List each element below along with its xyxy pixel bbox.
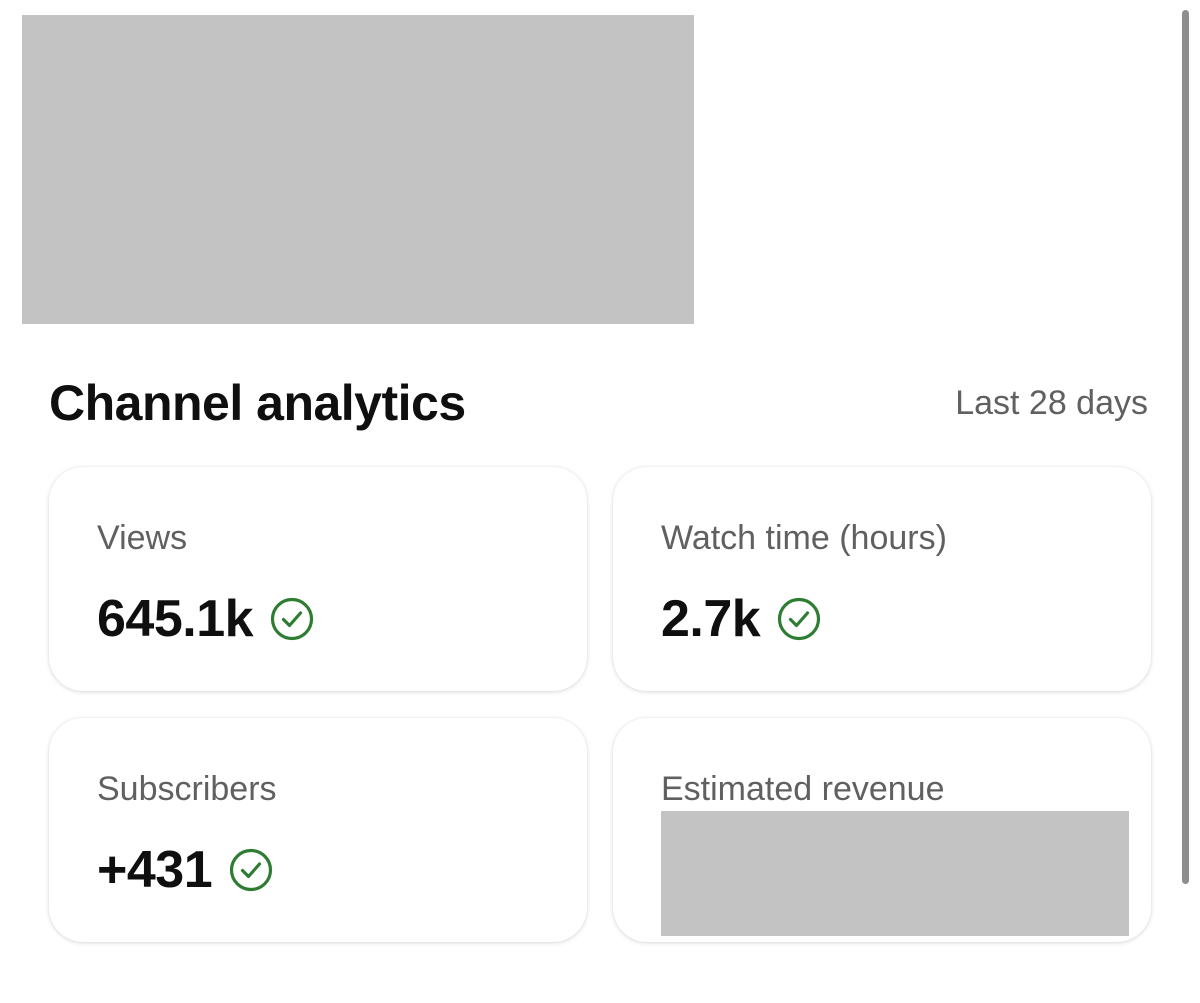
section-title: Channel analytics (49, 375, 466, 431)
card-label: Subscribers (97, 770, 277, 808)
card-label: Watch time (hours) (661, 519, 947, 557)
card-value-row: +431 (97, 840, 587, 900)
card-label: Estimated revenue (661, 770, 945, 808)
card-label: Views (97, 519, 188, 557)
watch-time-card[interactable]: Watch time (hours) 2.7k (613, 467, 1151, 691)
card-value-row: 645.1k (97, 589, 587, 649)
check-circle-icon (776, 596, 822, 642)
views-card[interactable]: Views 645.1k (49, 467, 587, 691)
card-value: +431 (97, 841, 213, 899)
card-value: 645.1k (97, 590, 254, 648)
scrollbar[interactable] (1182, 10, 1189, 884)
redacted-banner (22, 15, 694, 324)
card-value-row: 2.7k (661, 589, 1151, 649)
period-label: Last 28 days (955, 384, 1148, 422)
check-circle-icon (269, 596, 315, 642)
card-value: 2.7k (661, 590, 761, 648)
subscribers-card[interactable]: Subscribers +431 (49, 718, 587, 942)
estimated-revenue-card[interactable]: Estimated revenue (613, 718, 1151, 942)
check-circle-icon (228, 847, 274, 893)
redacted-revenue-value (661, 811, 1129, 936)
